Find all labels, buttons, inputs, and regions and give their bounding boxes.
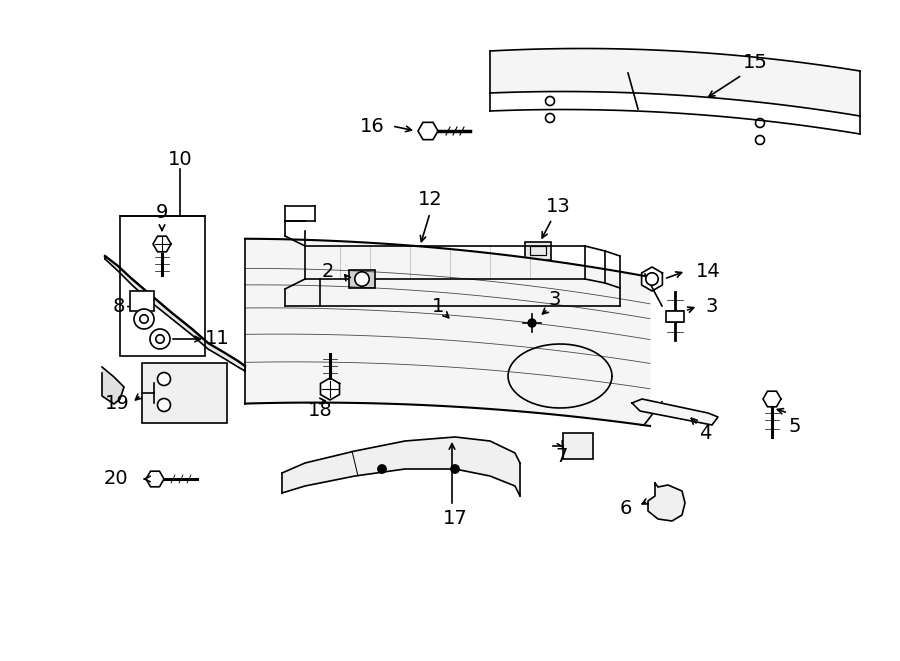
Text: 10: 10 [167, 149, 193, 169]
Bar [142, 363, 227, 423]
Text: 3: 3 [706, 297, 718, 315]
Text: 11: 11 [205, 329, 230, 348]
Polygon shape [105, 256, 245, 371]
Polygon shape [102, 367, 124, 404]
Text: 8: 8 [112, 297, 125, 315]
Polygon shape [153, 236, 171, 252]
Polygon shape [648, 483, 685, 521]
Text: 1: 1 [432, 297, 445, 315]
Polygon shape [146, 471, 164, 486]
Polygon shape [763, 391, 781, 407]
Text: 7: 7 [555, 446, 568, 465]
Text: 17: 17 [443, 510, 467, 529]
Bar [525, 242, 551, 260]
Bar [530, 246, 546, 255]
Circle shape [528, 319, 536, 327]
Circle shape [158, 373, 170, 385]
Circle shape [134, 309, 154, 329]
Polygon shape [632, 399, 718, 425]
Bar [120, 216, 205, 356]
Text: 16: 16 [360, 116, 384, 136]
Text: 14: 14 [696, 262, 720, 280]
Text: 4: 4 [698, 424, 711, 442]
Text: 20: 20 [104, 469, 128, 488]
Text: 13: 13 [545, 196, 571, 215]
Circle shape [150, 329, 170, 349]
Polygon shape [418, 122, 438, 139]
Polygon shape [642, 267, 662, 291]
Text: 5: 5 [788, 416, 800, 436]
Bar [349, 270, 375, 288]
Polygon shape [320, 378, 339, 400]
Text: 9: 9 [156, 204, 168, 223]
Text: 12: 12 [418, 190, 443, 208]
Circle shape [378, 465, 386, 473]
Text: 18: 18 [308, 401, 332, 420]
Bar [563, 433, 593, 459]
Text: 3: 3 [549, 290, 562, 309]
Polygon shape [245, 239, 650, 426]
Circle shape [451, 465, 459, 473]
Text: 19: 19 [105, 393, 130, 412]
Bar [130, 291, 154, 311]
Text: 6: 6 [619, 500, 632, 518]
Polygon shape [490, 48, 860, 116]
Text: 15: 15 [742, 54, 768, 73]
Polygon shape [282, 437, 520, 496]
Bar [666, 311, 684, 321]
Text: 2: 2 [322, 262, 334, 280]
Circle shape [158, 399, 170, 412]
Circle shape [646, 273, 658, 285]
Circle shape [355, 272, 369, 286]
